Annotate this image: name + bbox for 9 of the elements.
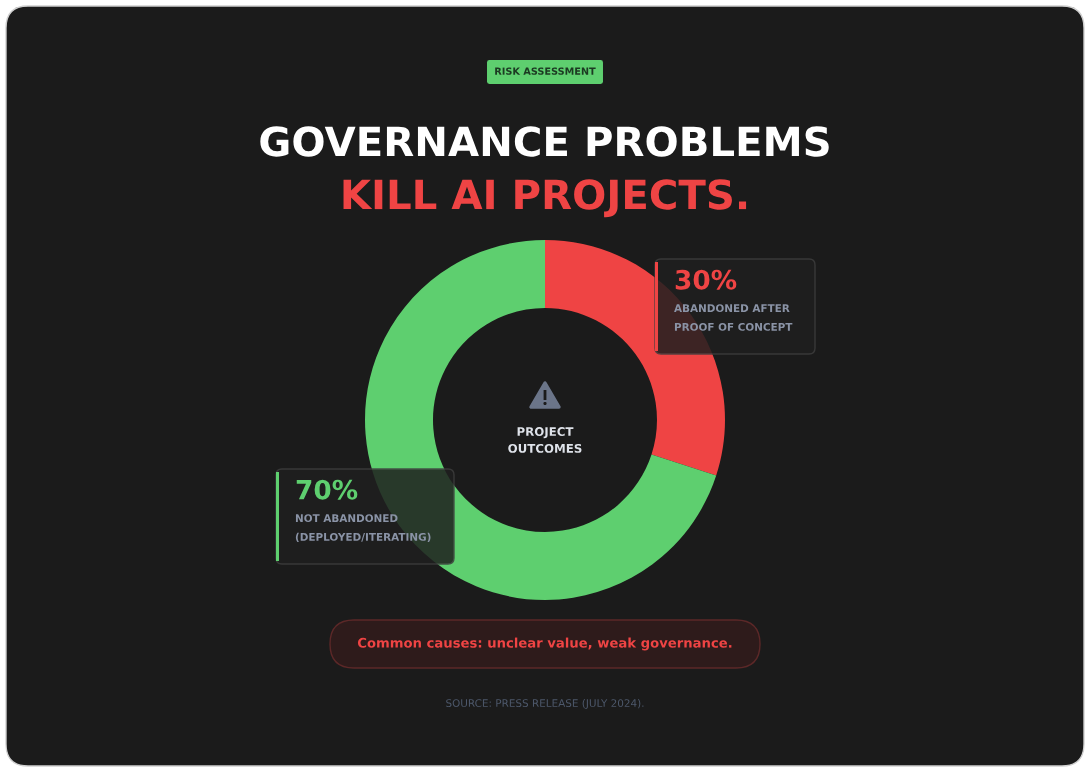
slice-label: NOT ABANDONED (DEPLOYED/ITERATING) [295,514,431,543]
chart-subtitle: RISK ASSESSMENT [495,67,596,75]
text: Common causes: unclear value, weak governance. [357,637,732,651]
slice-label: ABANDONED AFTER PROOF OF CONCEPT [674,304,793,331]
text: PROJECT OUTCOMES [508,427,582,453]
data-label: 70% [296,479,358,500]
data-label: 30% [675,269,737,290]
chart-title: GOVERNANCE PROBLEMS KILL AI PROJECTS. [260,126,829,218]
source-note: SOURCE: PRESS RELEASE (JULY 2024). [446,698,644,709]
